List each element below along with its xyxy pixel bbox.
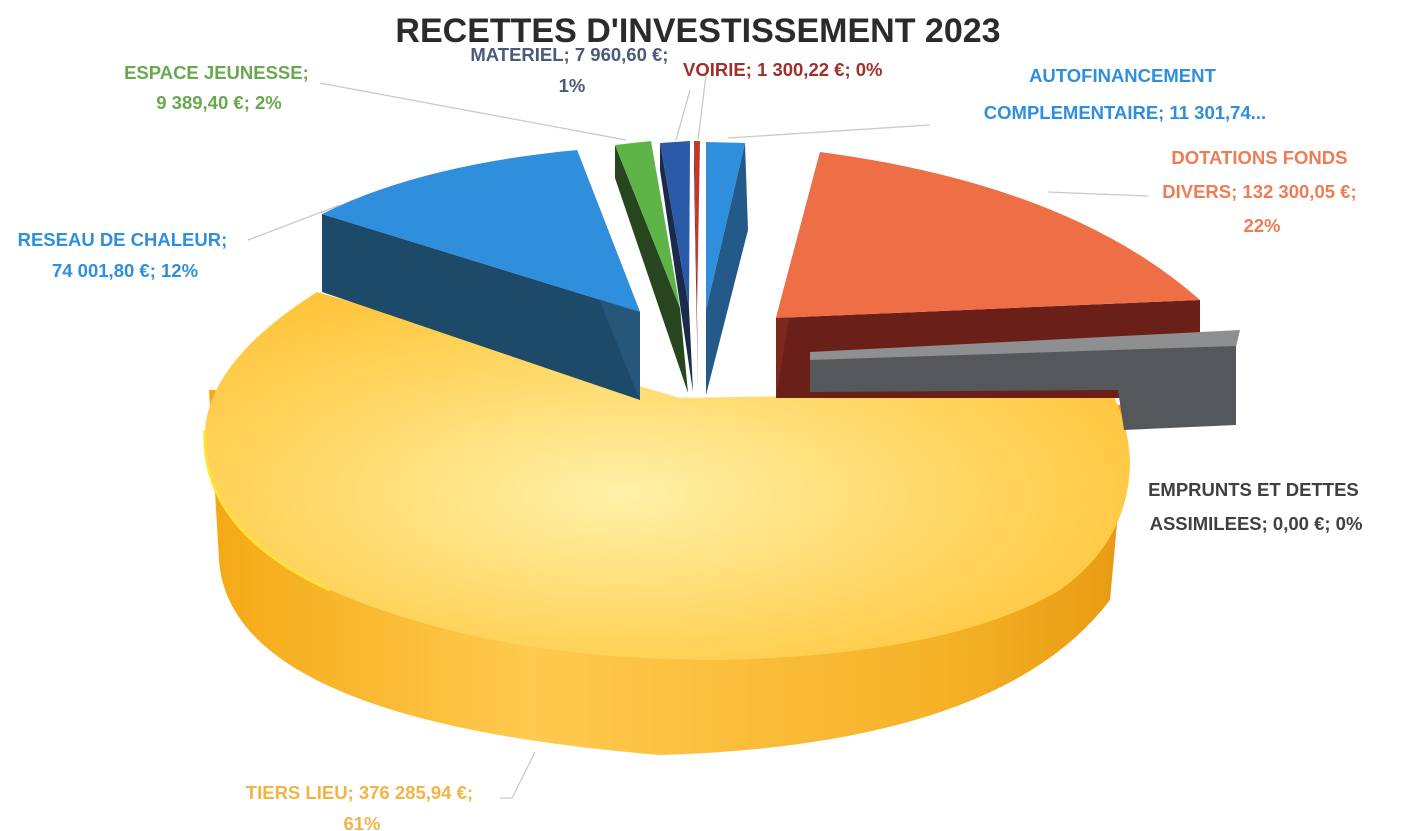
slice-emprunts-top bbox=[810, 330, 1240, 362]
label-espace-jeunesse-line2: 9 389,40 €; 2% bbox=[156, 92, 281, 113]
slice-voirie-side bbox=[694, 141, 698, 392]
slice-tiers-lieu-rim bbox=[203, 429, 331, 592]
label-emprunts: EMPRUNTS ET DETTES ASSIMILEES; 0,00 €; 0… bbox=[1148, 479, 1364, 534]
label-autofinancement: AUTOFINANCEMENT COMPLEMENTAIRE; 11 301,7… bbox=[984, 65, 1266, 123]
chart-title: RECETTES D'INVESTISSEMENT 2023 bbox=[395, 12, 1000, 50]
leader-materiel bbox=[675, 89, 691, 141]
label-tiers-lieu-line1: TIERS LIEU; 376 285,94 €; bbox=[246, 782, 473, 803]
leader-espace-jeunesse bbox=[319, 82, 627, 141]
label-emprunts-line1: EMPRUNTS ET DETTES bbox=[1148, 479, 1359, 500]
label-materiel-line2: 1% bbox=[559, 75, 586, 96]
slice-espace-side bbox=[615, 145, 688, 393]
slice-emprunts-side bbox=[810, 346, 1236, 430]
label-voirie: VOIRIE; 1 300,22 €; 0% bbox=[683, 59, 883, 80]
label-tiers-lieu-line2: 61% bbox=[343, 813, 380, 831]
slice-autofinancement-right bbox=[706, 143, 748, 395]
slice-reseau-top bbox=[322, 150, 640, 312]
label-reseau-line1: RESEAU DE CHALEUR; bbox=[18, 229, 228, 250]
slice-tiers-lieu-top bbox=[204, 292, 1130, 660]
label-reseau: RESEAU DE CHALEUR; 74 001,80 €; 12% bbox=[18, 229, 233, 281]
slice-espace-top bbox=[615, 141, 680, 308]
slice-reseau-de-chaleur bbox=[322, 150, 640, 400]
slice-autofinancement bbox=[706, 142, 748, 395]
slice-emprunts bbox=[810, 330, 1240, 430]
slice-voirie-top bbox=[694, 141, 700, 310]
label-dotations-line3: 22% bbox=[1243, 215, 1280, 236]
label-voirie-line1: VOIRIE; 1 300,22 €; 0% bbox=[683, 59, 883, 80]
leader-voirie bbox=[697, 74, 707, 141]
label-dotations-line1: DOTATIONS FONDS bbox=[1171, 147, 1347, 168]
leader-reseau bbox=[247, 204, 341, 241]
label-espace-jeunesse-line1: ESPACE JEUNESSE; bbox=[124, 62, 309, 83]
slice-reseau-side bbox=[322, 214, 640, 400]
slice-materiel-top bbox=[660, 141, 690, 308]
label-autofinancement-line1: AUTOFINANCEMENT bbox=[1029, 65, 1216, 86]
slice-dotations-top bbox=[776, 152, 1200, 318]
label-dotations-line2: DIVERS; 132 300,05 €; bbox=[1162, 181, 1356, 202]
slice-espace-jeunesse bbox=[615, 141, 688, 393]
leader-dotations bbox=[1047, 191, 1149, 197]
leader-lines bbox=[247, 74, 1149, 799]
slice-voirie bbox=[694, 141, 700, 392]
slice-tiers-lieu bbox=[203, 292, 1130, 755]
slice-autofinancement-top bbox=[706, 142, 745, 310]
leader-tiers-lieu bbox=[500, 751, 536, 799]
label-tiers-lieu: TIERS LIEU; 376 285,94 €; 61% bbox=[246, 782, 478, 831]
data-labels: ESPACE JEUNESSE; 9 389,40 €; 2% MATERIEL… bbox=[18, 44, 1364, 831]
label-autofinancement-line2: COMPLEMENTAIRE; 11 301,74... bbox=[984, 102, 1266, 123]
slice-materiel bbox=[660, 141, 693, 392]
label-materiel: MATERIEL; 7 960,60 €; 1% bbox=[470, 44, 673, 96]
label-materiel-line1: MATERIEL; 7 960,60 €; bbox=[470, 44, 668, 65]
label-reseau-line2: 74 001,80 €; 12% bbox=[52, 260, 198, 281]
label-espace-jeunesse: ESPACE JEUNESSE; 9 389,40 €; 2% bbox=[124, 62, 314, 113]
label-emprunts-line2: ASSIMILEES; 0,00 €; 0% bbox=[1150, 513, 1363, 534]
slice-materiel-side bbox=[660, 143, 693, 392]
leader-autofinancement bbox=[727, 124, 931, 139]
label-dotations: DOTATIONS FONDS DIVERS; 132 300,05 €; 22… bbox=[1162, 147, 1362, 236]
